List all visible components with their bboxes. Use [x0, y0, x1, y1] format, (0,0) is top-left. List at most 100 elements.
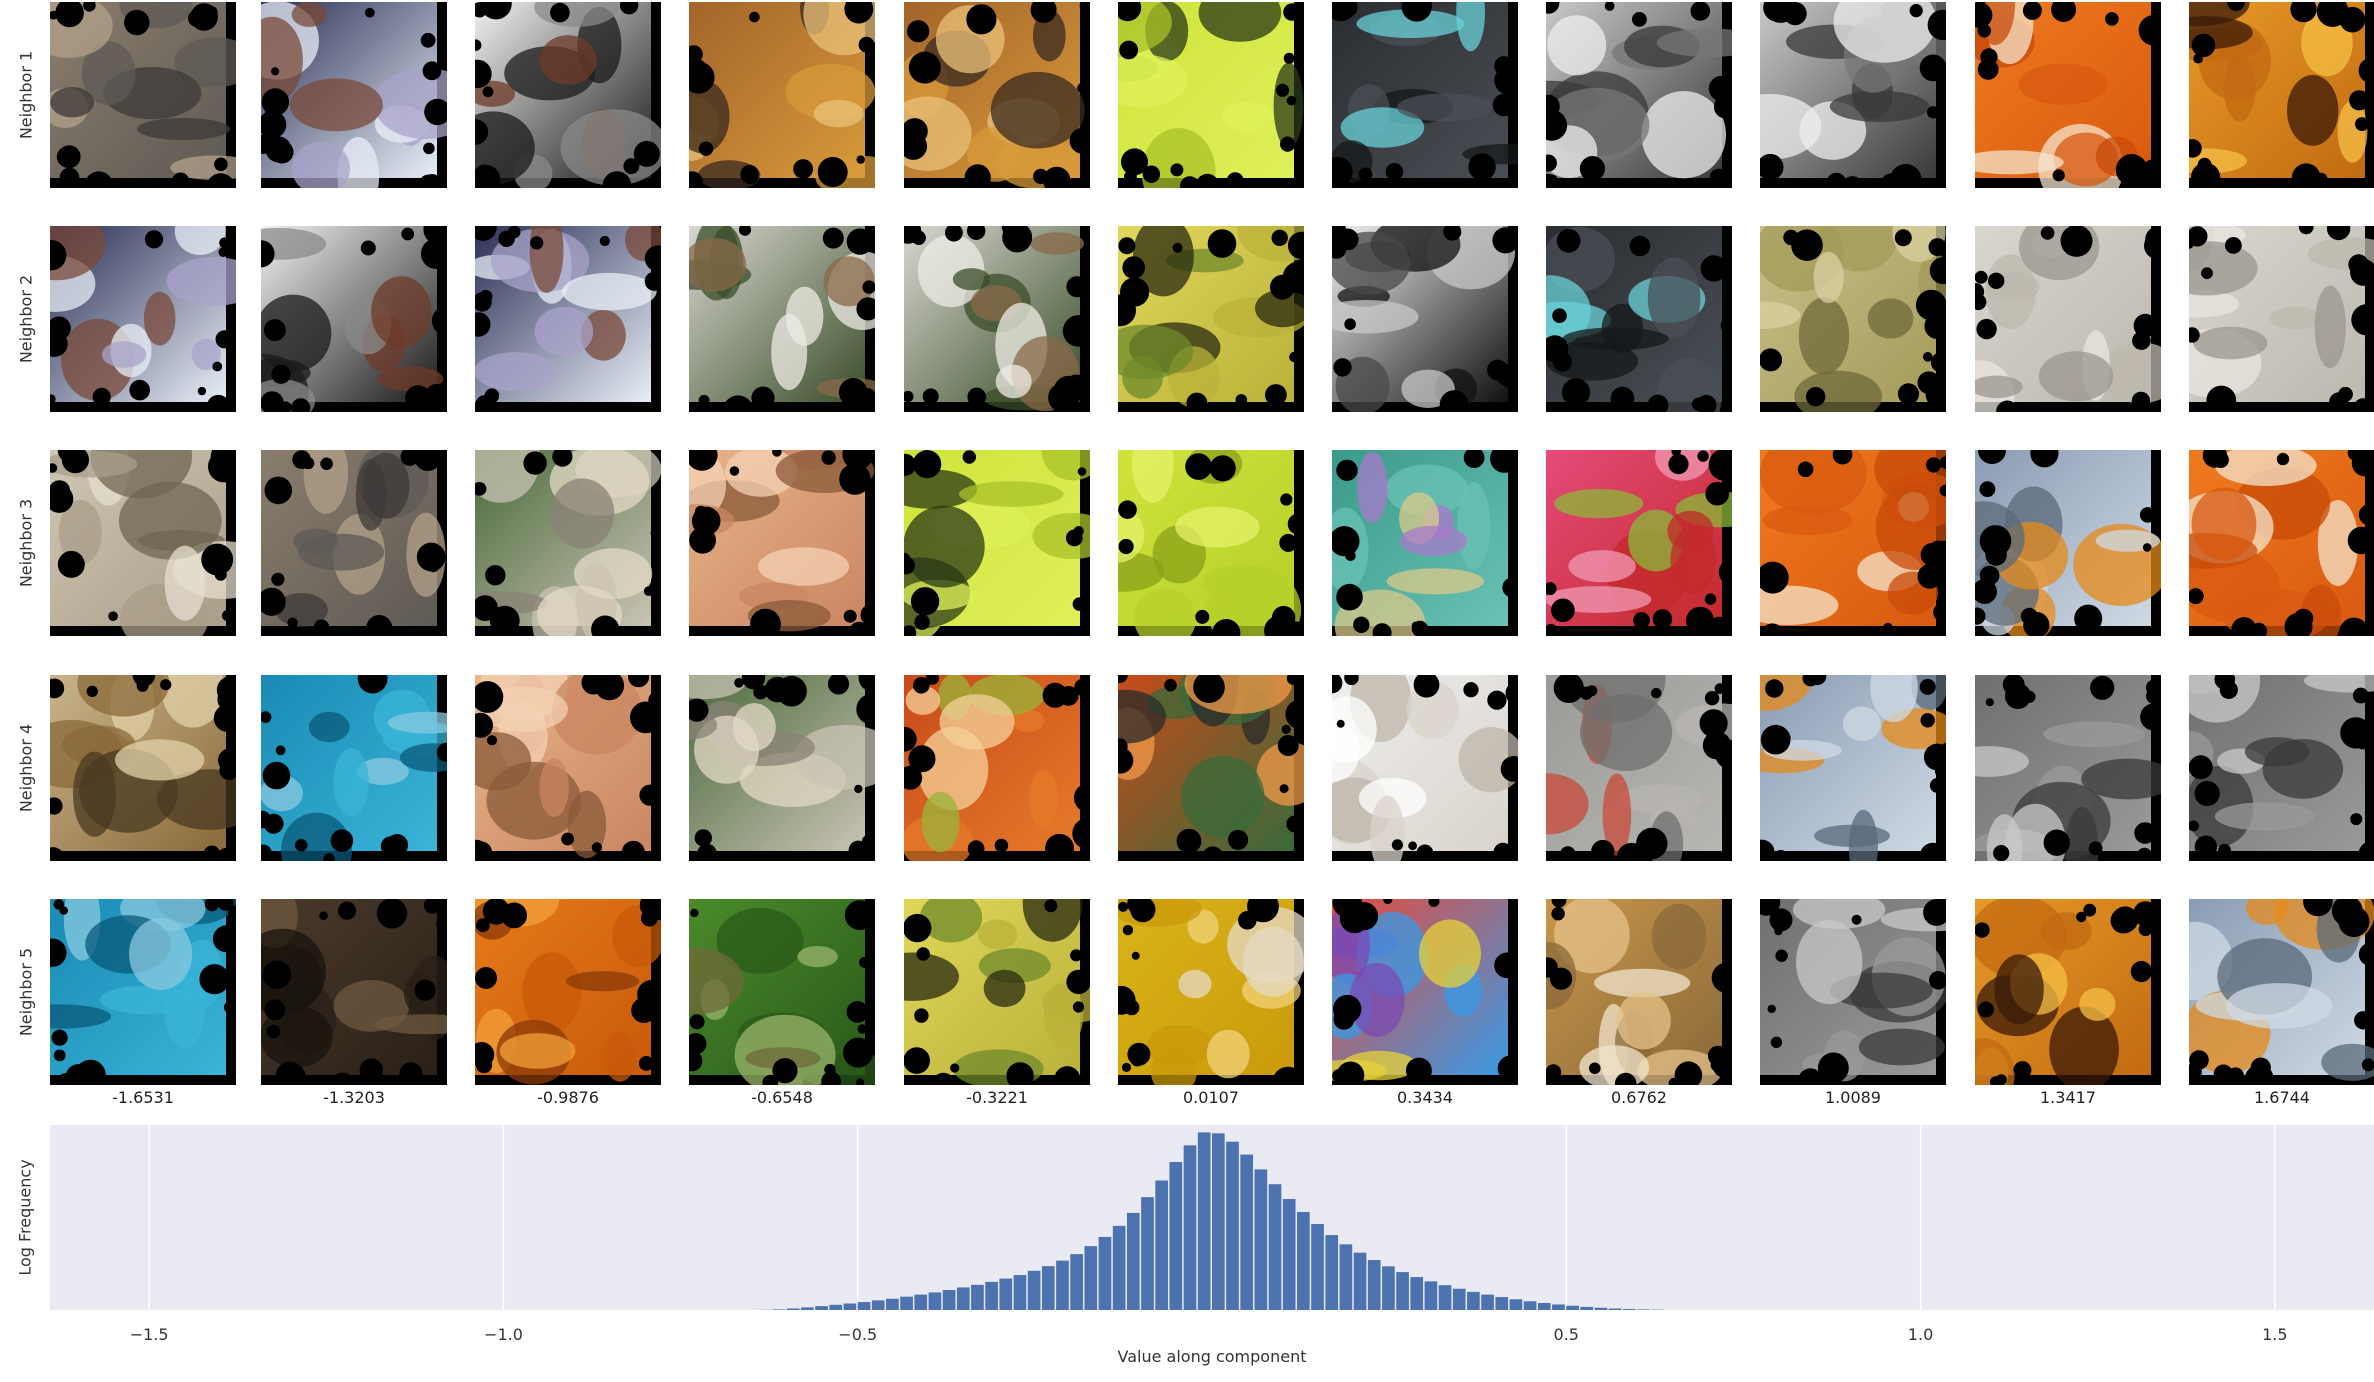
histogram-bar	[1325, 1235, 1339, 1310]
column-value-label: -0.6548	[751, 1088, 813, 1107]
histogram-bar	[1240, 1154, 1254, 1310]
histogram-bar	[1041, 1266, 1055, 1310]
tennis-balls-thumbnail	[1118, 450, 1304, 636]
column-value-label: 0.3434	[1397, 1088, 1453, 1107]
histogram-bar	[1424, 1281, 1438, 1310]
column-value-label: -1.3203	[323, 1088, 385, 1107]
histogram-bar	[1027, 1270, 1041, 1310]
picket-fence-thumbnail	[689, 226, 875, 412]
column-value-label: 1.3417	[2040, 1088, 2096, 1107]
ruler-thumbnail	[1546, 675, 1732, 861]
histogram-bar	[886, 1298, 899, 1310]
saxophone-player-thumbnail	[904, 2, 1090, 188]
column-value-label: -0.3221	[966, 1088, 1028, 1107]
armadillo-thumbnail	[50, 2, 236, 188]
histogram-bar	[1580, 1306, 1594, 1310]
wilson-tennis-ball-thumbnail	[1118, 2, 1304, 188]
histogram-bar	[1410, 1277, 1424, 1310]
histogram-bar	[1438, 1285, 1452, 1310]
histogram-bar	[857, 1302, 871, 1310]
histogram-bar	[1608, 1308, 1622, 1310]
saxophone-player-thumbnail	[689, 2, 875, 188]
panda-thumbnail	[1332, 226, 1518, 412]
pumpkin-thumbnail	[475, 899, 661, 1085]
great-dane-thumbnail	[475, 2, 661, 188]
y-axis-label: Log Frequency	[16, 1159, 35, 1275]
histogram-bar	[815, 1306, 828, 1310]
histogram-bar	[956, 1287, 970, 1310]
x-tick-label: 1.0	[1908, 1325, 1933, 1344]
histogram-bar	[786, 1308, 800, 1310]
histogram-bar	[1126, 1212, 1140, 1311]
histogram-bar	[1452, 1288, 1466, 1310]
x-tick-label: 1.5	[2262, 1325, 2287, 1344]
histogram-bar	[871, 1300, 885, 1310]
histogram-bar	[1254, 1169, 1268, 1310]
histogram-bar	[772, 1309, 786, 1310]
histogram-bar	[1098, 1236, 1112, 1310]
wilson-tennis-ball-thumbnail	[904, 450, 1090, 636]
histogram-bar	[1594, 1307, 1608, 1310]
yellow-object-thumbnail	[1118, 899, 1304, 1085]
histogram-bar	[1622, 1309, 1636, 1310]
x-tick-label: 0.5	[1554, 1325, 1579, 1344]
column-value-label: -0.9876	[537, 1088, 599, 1107]
brass-instrument-thumbnail	[1546, 899, 1732, 1085]
column-value-label: -1.6531	[112, 1088, 174, 1107]
histogram-bar	[1084, 1246, 1098, 1310]
x-tick-label: −0.5	[838, 1325, 877, 1344]
histogram-bar	[999, 1278, 1013, 1310]
food-dish-thumbnail	[904, 675, 1090, 861]
histogram-bar	[1169, 1162, 1183, 1310]
shaggy-dog-thumbnail	[50, 450, 236, 636]
grayscale-scene-thumbnail	[1760, 899, 1946, 1085]
histogram-bar	[1212, 1133, 1225, 1310]
histogram-bar	[1523, 1301, 1537, 1310]
sea-anemone-thumbnail	[475, 675, 661, 861]
teapot-handle-thumbnail	[1760, 2, 1946, 188]
x-tick-label: −1.5	[130, 1325, 169, 1344]
bananas-thumbnail	[1118, 226, 1304, 412]
histogram-bar	[843, 1303, 857, 1310]
histogram-bar	[1566, 1305, 1579, 1310]
dogs-and-owners-thumbnail	[50, 226, 236, 412]
histogram-bar	[829, 1304, 843, 1310]
flowers-and-apples-thumbnail	[1546, 450, 1732, 636]
histogram-bar	[1339, 1244, 1353, 1310]
histogram-bar	[900, 1296, 913, 1310]
histogram-bar	[1282, 1199, 1296, 1310]
x-axis-tick-labels: −1.5 −1.0 −0.5 0.5 1.0 1.5	[130, 1325, 2288, 1344]
histogram-bar	[928, 1292, 942, 1310]
dark-scene-thumbnail	[261, 899, 447, 1085]
knitted-sock-thumbnail	[1332, 450, 1518, 636]
histogram-bar	[1197, 1132, 1211, 1310]
histogram-bar	[1396, 1272, 1409, 1310]
histogram-bar	[1382, 1266, 1395, 1310]
column-value-label: 0.0107	[1183, 1088, 1239, 1107]
bananas-thumbnail	[904, 899, 1090, 1085]
ceramic-plate-thumbnail	[1975, 226, 2161, 412]
orange-on-cloth-thumbnail	[1975, 450, 2161, 636]
oranges-thumbnail	[1975, 2, 2161, 188]
histogram-bar	[1495, 1297, 1509, 1310]
oranges-thumbnail	[1760, 450, 1946, 636]
orange-on-cloth-thumbnail	[2189, 899, 2374, 1085]
car-stereo-thumbnail	[1546, 226, 1732, 412]
ceramic-plate-thumbnail	[2189, 226, 2374, 412]
teapot-handle-thumbnail	[1546, 2, 1732, 188]
histogram-bar	[1311, 1223, 1324, 1310]
coral-reef-thumbnail	[1118, 675, 1304, 861]
histogram-bar	[1056, 1260, 1069, 1310]
pencil-on-wood-thumbnail	[2189, 2, 2374, 188]
x-tick-label: −1.0	[484, 1325, 523, 1344]
orange-on-cloth-thumbnail	[1760, 675, 1946, 861]
histogram-bars	[758, 1132, 1664, 1311]
car-stereo-thumbnail	[1332, 2, 1518, 188]
histogram-bar	[914, 1294, 928, 1310]
histogram-bar	[1183, 1145, 1197, 1310]
great-dane-thumbnail	[261, 226, 447, 412]
histogram-bar	[1297, 1211, 1310, 1310]
histogram-bar	[1552, 1304, 1565, 1310]
column-value-label: 1.0089	[1825, 1088, 1881, 1107]
histogram-bar	[801, 1307, 814, 1310]
